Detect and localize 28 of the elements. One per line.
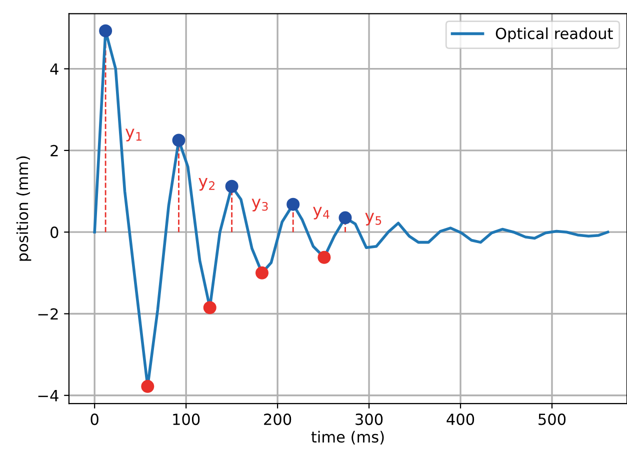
x-axis-title: time (ms) (311, 430, 384, 444)
point (338, 211, 352, 224)
x-tick-label: 200 (264, 414, 292, 426)
y-tick-label: −4 (38, 390, 58, 402)
y-tick-label: 2 (50, 144, 58, 156)
point (203, 301, 216, 314)
x-tick-label: 300 (356, 414, 383, 426)
annotation: y$_{1}$ (126, 128, 142, 142)
point (286, 198, 300, 211)
y-tick-label: 4 (50, 63, 58, 75)
point (99, 24, 112, 38)
point (318, 250, 331, 264)
annotation: y$_{2}$ (198, 178, 214, 191)
point (172, 134, 186, 147)
y-axis-title: position (mm) (16, 156, 32, 261)
point (225, 180, 238, 193)
x-tick-label: 100 (173, 414, 200, 426)
annotation: y$_{3}$ (252, 198, 268, 212)
y-tick-label: 0 (50, 226, 58, 238)
point (255, 266, 268, 280)
x-tick-label: 500 (538, 414, 566, 426)
x-tick-label: 400 (446, 414, 474, 426)
legend-label: Optical readout (496, 27, 613, 42)
annotation: y$_{4}$ (313, 206, 330, 220)
x-tick-label: 0 (90, 414, 98, 426)
y-tick-label: −2 (38, 308, 58, 320)
point (141, 380, 154, 393)
annotation: y$_{5}$ (365, 212, 382, 226)
